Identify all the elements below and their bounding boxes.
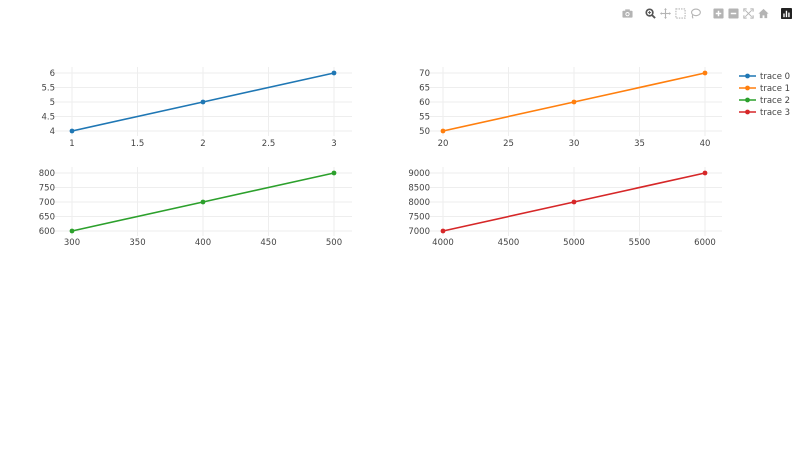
y-tick-label: 7000 [408,227,430,237]
subplot-bottom-left[interactable]: 300 350 400 450 500 600 650 700 750 800 [39,167,352,248]
legend-marker-icon [745,109,750,115]
y-tick-label: 5 [50,98,55,108]
data-point-marker[interactable] [69,228,75,234]
box-select-icon [675,7,686,19]
y-tick-label: 70 [419,69,430,79]
x-tick-label: 500 [326,238,342,248]
autoscale-button[interactable] [741,6,756,20]
lasso-select-icon [691,8,701,19]
x-tick-label: 1.5 [131,139,145,149]
legend-marker-icon [745,73,750,79]
data-point-marker[interactable] [331,70,337,76]
x-tick-label: 6000 [694,238,716,248]
box-select-button[interactable] [673,6,688,20]
plotly-logo-button[interactable] [779,6,794,20]
camera-icon [622,8,633,18]
zoom-in-button[interactable] [711,6,726,20]
y-tick-label: 50 [419,127,430,137]
x-tick-label: 4500 [498,238,520,248]
y-tick-label: 8000 [408,198,430,208]
home-icon [758,8,769,18]
y-tick-label: 6 [50,69,55,79]
data-point-marker[interactable] [702,170,708,176]
zoom-icon [645,7,656,19]
y-tick-label: 600 [39,227,55,237]
legend-item[interactable]: trace 3 [739,108,790,118]
data-point-marker[interactable] [200,199,206,205]
x-tick-label: 20 [438,139,449,149]
y-tick-label: 8500 [408,184,430,194]
zoom-in-icon [713,7,724,19]
pan-button[interactable] [658,6,673,20]
data-point-marker[interactable] [331,170,337,176]
x-tick-label: 30 [569,139,580,149]
reset-axes-button[interactable] [756,6,771,20]
legend-label: trace 3 [760,108,790,118]
legend-marker-icon [745,97,750,103]
y-tick-label: 4 [50,127,55,137]
modebar-group-logo [779,6,794,20]
legend-marker-icon [745,85,750,91]
y-tick-label: 4.5 [41,113,55,123]
modebar-group-zoom [711,6,771,20]
y-tick-label: 5.5 [41,84,55,94]
data-point-marker[interactable] [571,199,577,205]
x-tick-label: 25 [503,139,514,149]
x-tick-label: 4000 [432,238,454,248]
plotly-logo-icon [781,7,792,19]
subplot-top-right[interactable]: 20 25 30 35 40 50 55 60 65 70 [419,67,722,149]
y-tick-label: 55 [419,113,430,123]
y-tick-label: 60 [419,98,430,108]
data-point-marker[interactable] [69,128,75,134]
legend-item[interactable]: trace 1 [739,84,790,94]
zoom-button[interactable] [643,6,658,20]
x-tick-label: 400 [195,238,211,248]
camera-button[interactable] [620,6,635,20]
legend: trace 0 trace 1 trace 2 trace 3 [739,72,790,118]
modebar [612,6,794,20]
data-point-marker[interactable] [702,70,708,76]
y-tick-label: 7500 [408,213,430,223]
y-tick-label: 750 [39,184,55,194]
data-point-marker[interactable] [440,128,446,134]
x-tick-label: 5500 [629,238,651,248]
legend-label: trace 0 [760,72,790,82]
x-tick-label: 1 [69,139,74,149]
y-tick-label: 700 [39,198,55,208]
zoom-out-icon [728,7,739,19]
legend-item[interactable]: trace 2 [739,96,790,106]
modebar-group-export [620,6,635,20]
y-tick-label: 650 [39,213,55,223]
modebar-group-drag [643,6,703,20]
x-tick-label: 450 [260,238,276,248]
x-tick-label: 35 [634,139,645,149]
x-tick-label: 3 [331,139,336,149]
y-tick-label: 800 [39,169,55,179]
x-tick-label: 5000 [563,238,585,248]
x-tick-label: 300 [64,238,80,248]
x-tick-label: 40 [700,139,711,149]
x-tick-label: 2.5 [262,139,276,149]
subplot-bottom-right[interactable]: 4000 4500 5000 5500 6000 7000 7500 8000 8500 9000 [408,167,722,248]
zoom-out-button[interactable] [726,6,741,20]
pan-icon [660,7,671,19]
y-tick-label: 9000 [408,169,430,179]
lasso-select-button[interactable] [688,6,703,20]
legend-label: trace 1 [760,84,790,94]
legend-item[interactable]: trace 0 [739,72,790,82]
subplot-top-left[interactable]: 1 1.5 2 2.5 3 4 4.5 5 5.5 6 [41,67,352,149]
data-point-marker[interactable] [440,228,446,234]
data-point-marker[interactable] [200,99,206,105]
legend-label: trace 2 [760,96,790,106]
y-tick-label: 65 [419,84,430,94]
data-point-marker[interactable] [571,99,577,105]
x-tick-label: 350 [129,238,145,248]
autoscale-icon [743,7,754,19]
x-tick-label: 2 [200,139,205,149]
